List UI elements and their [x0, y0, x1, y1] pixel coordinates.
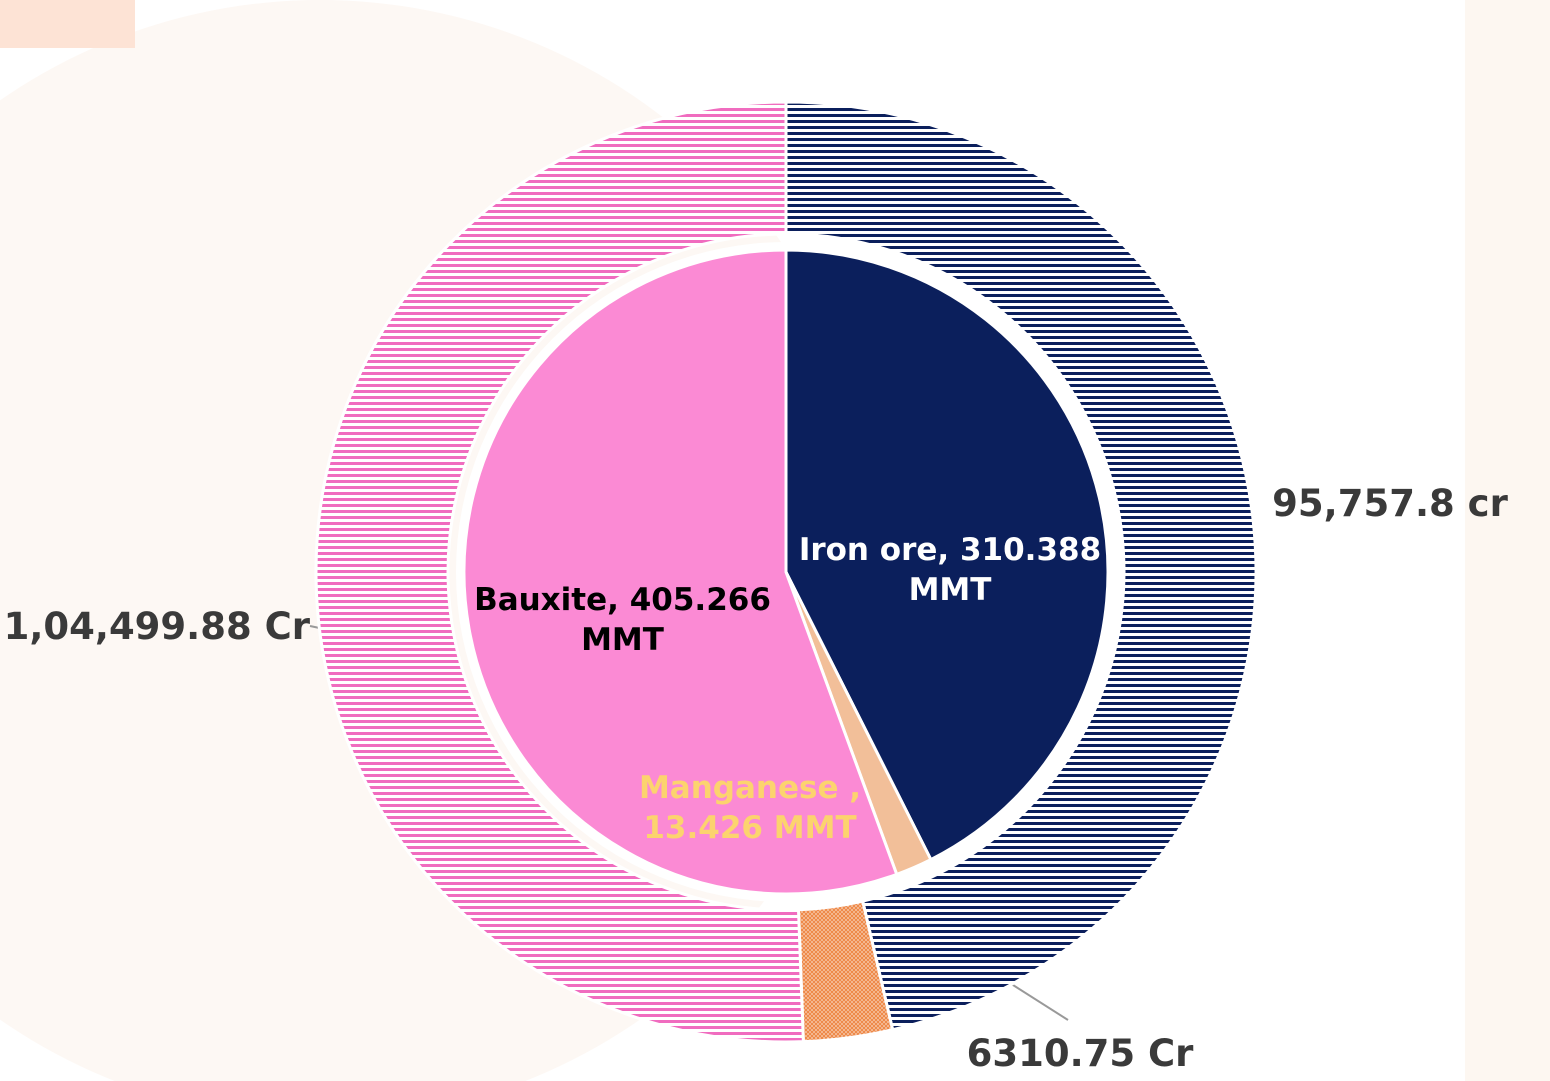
- data-label: Iron ore, 310.388 MMT: [798, 532, 1102, 609]
- side-strip: [1465, 0, 1550, 1081]
- data-label: 6310.75 Cr: [966, 1032, 1194, 1075]
- data-label: Manganese , 13.426 MMT: [638, 770, 862, 847]
- data-label: 1,04,499.88 Cr: [3, 605, 310, 648]
- outer-slice: [784, 100, 1258, 1032]
- inner-slice: [462, 248, 899, 896]
- outer-slice: [314, 100, 805, 1044]
- data-label: 95,757.8 cr: [1272, 482, 1508, 525]
- inner-slice: [784, 248, 1110, 862]
- data-label: Bauxite, 405.266 MMT: [474, 582, 771, 659]
- corner-tab: [0, 0, 135, 48]
